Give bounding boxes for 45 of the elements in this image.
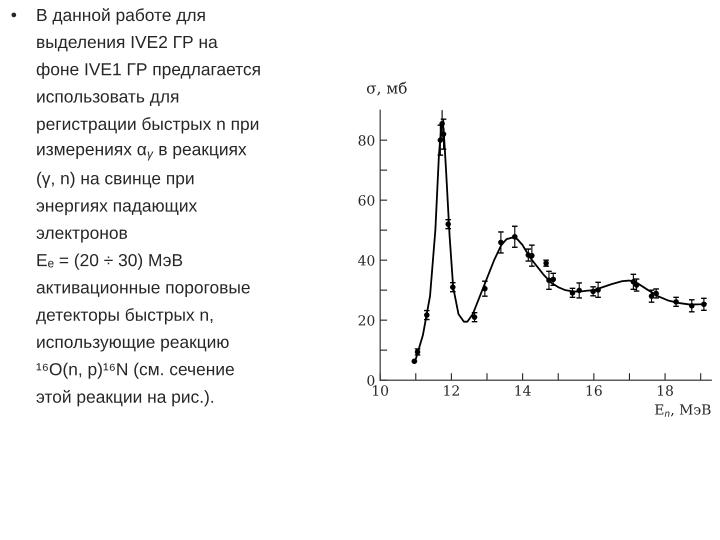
point bbox=[595, 287, 601, 293]
text: этой реакции на рис.). bbox=[36, 390, 214, 406]
text: детекторы быстрых n, bbox=[36, 308, 212, 324]
point bbox=[673, 299, 679, 305]
text: ¹⁶O(n, p)¹⁶N (см. сечение bbox=[36, 362, 234, 379]
y-tick-label: 80 bbox=[358, 135, 374, 146]
text: • bbox=[11, 12, 16, 18]
y-tick-label: 60 bbox=[358, 195, 374, 206]
y-tick-label: 40 bbox=[358, 255, 374, 266]
x-tick-label: 10 bbox=[373, 385, 388, 396]
x-axis-title: E$_{n}$, МэВ bbox=[655, 404, 711, 417]
y-tick-label: 20 bbox=[358, 315, 374, 326]
x-tick-label: 14 bbox=[515, 385, 531, 396]
text: энергиях падающих bbox=[36, 202, 198, 216]
point bbox=[424, 312, 430, 318]
point bbox=[546, 277, 552, 284]
x-tick-label: 16 bbox=[586, 385, 602, 396]
point bbox=[576, 288, 582, 294]
y-axis-title: σ, мб bbox=[366, 82, 407, 96]
text: регистрации быстрых n при bbox=[37, 117, 258, 134]
point bbox=[440, 131, 446, 137]
text: В данной работе для bbox=[37, 8, 205, 25]
text: фоне IVE1 ГР предлагается bbox=[36, 62, 260, 79]
text: использующие реакцию bbox=[37, 338, 229, 352]
point bbox=[445, 221, 451, 227]
x-tick-label: 12 bbox=[444, 385, 459, 396]
text: электронов bbox=[36, 230, 128, 242]
text: активационные пороговые bbox=[36, 284, 250, 297]
point bbox=[648, 293, 654, 299]
point bbox=[498, 240, 504, 246]
text: использовать для bbox=[37, 93, 178, 106]
x-tick-label: 18 bbox=[658, 385, 673, 396]
point bbox=[450, 284, 456, 290]
text: выделения IVE2 ГР на bbox=[37, 36, 218, 52]
text: Eₑ = (20 ÷ 30) МэВ bbox=[37, 254, 182, 270]
point bbox=[634, 282, 640, 288]
point bbox=[701, 301, 707, 308]
point bbox=[688, 302, 695, 309]
text: измерениях α$_{γ}$ в реакциях bbox=[37, 146, 246, 160]
point bbox=[512, 234, 518, 240]
point bbox=[630, 278, 636, 285]
point bbox=[550, 276, 556, 282]
text: (γ, n) на свинце при bbox=[37, 172, 194, 188]
y-tick-label: 0 bbox=[367, 375, 374, 386]
point bbox=[482, 286, 488, 292]
